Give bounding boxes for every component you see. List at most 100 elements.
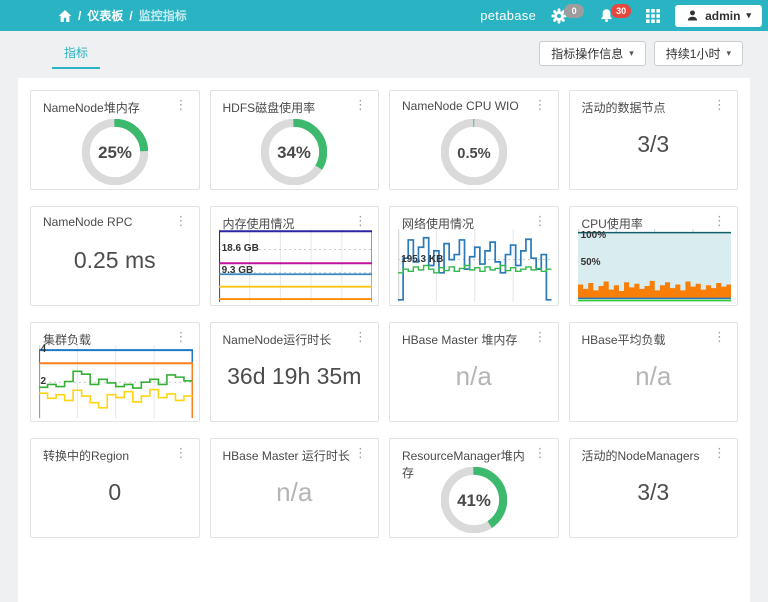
kebab-menu-icon[interactable] xyxy=(351,447,370,458)
card-title: NameNode运行时长 xyxy=(222,333,332,347)
kebab-menu-icon[interactable] xyxy=(531,99,550,110)
kebab-menu-icon[interactable] xyxy=(531,447,550,458)
card-title: HBase Master 运行时长 xyxy=(222,449,350,463)
card-body: 3/3 xyxy=(570,459,738,537)
metric-card: NameNode运行时长 36d 19h 35m xyxy=(209,322,379,422)
card-title: 活动的NodeManagers xyxy=(581,449,700,463)
metric-card: HBase Master 堆内存 n/a xyxy=(389,322,559,422)
kebab-menu-icon[interactable] xyxy=(531,331,550,342)
metric-card: NameNode RPC 0.25 ms xyxy=(30,206,200,306)
brand-name: petabase xyxy=(480,8,537,23)
metric-card: 活动的数据节点 3/3 xyxy=(568,90,738,190)
tab-metrics[interactable]: 指标 xyxy=(52,41,101,69)
metric-card: 转换中的Region 0 xyxy=(30,438,200,538)
chevron-down-icon xyxy=(746,10,751,21)
donut-gauge: 25% xyxy=(81,119,148,185)
bell-icon[interactable] xyxy=(599,8,614,23)
metric-value: n/a xyxy=(635,360,672,391)
card-body: 34% xyxy=(211,111,379,189)
user-icon xyxy=(686,9,699,22)
donut-gauge: 0.5% xyxy=(440,119,507,185)
breadcrumb-item-dashboard[interactable]: 仪表板 xyxy=(87,9,124,23)
chart-value-label: 100% xyxy=(580,229,607,241)
card-title: NameNode RPC xyxy=(43,215,133,229)
metric-card: 活动的NodeManagers 3/3 xyxy=(568,438,738,538)
card-body: n/a xyxy=(211,459,379,537)
metric-card: NameNode堆内存 25% xyxy=(30,90,200,190)
kebab-menu-icon[interactable] xyxy=(172,99,191,110)
card-body: 25% xyxy=(31,111,199,189)
kebab-menu-icon[interactable] xyxy=(351,215,370,226)
card-body: 0.5% xyxy=(390,111,558,189)
metrics-panel: NameNode堆内存 25% HDFS磁盘使用率 34% NameNode C… xyxy=(18,78,750,602)
user-menu-button[interactable]: admin xyxy=(675,4,762,27)
metric-value: 3/3 xyxy=(637,478,670,505)
metric-actions-label: 指标操作信息 xyxy=(551,47,624,61)
kebab-menu-icon[interactable] xyxy=(710,331,729,342)
card-body: 0.25 ms xyxy=(31,227,199,305)
mini-chart: 100% 50% xyxy=(577,229,731,302)
metric-card: 网络使用情况 195.3 KB xyxy=(389,206,559,306)
kebab-menu-icon[interactable] xyxy=(172,215,191,226)
metric-card: NameNode CPU WIO 0.5% xyxy=(389,90,559,190)
kebab-menu-icon[interactable] xyxy=(172,447,191,458)
breadcrumb-separator: / xyxy=(129,8,133,23)
chart-value-label: 50% xyxy=(580,257,601,269)
settings-count-badge: 0 xyxy=(564,3,585,18)
card-body: 36d 19h 35m xyxy=(211,343,379,421)
mini-chart: 195.3 KB xyxy=(398,229,552,302)
card-title: HBase Master 堆内存 xyxy=(402,333,518,347)
breadcrumb-separator: / xyxy=(78,8,82,23)
metric-card: 集群负载 42 xyxy=(30,322,200,422)
card-title: 集群负载 xyxy=(43,333,92,347)
card-body: 195.3 KB xyxy=(390,227,558,305)
card-title: NameNode堆内存 xyxy=(43,101,140,115)
metric-value: 36d 19h 35m xyxy=(227,362,362,389)
chart-value-label: 9.3 GB xyxy=(221,264,254,276)
breadcrumb-item-current: 监控指标 xyxy=(138,9,187,23)
metric-value: n/a xyxy=(455,360,492,391)
chart-value-label: 2 xyxy=(40,376,47,388)
card-grid: NameNode堆内存 25% HDFS磁盘使用率 34% NameNode C… xyxy=(30,90,738,538)
kebab-menu-icon[interactable] xyxy=(351,331,370,342)
breadcrumb: / 仪表板 / 监控指标 xyxy=(58,7,187,24)
user-name: admin xyxy=(705,8,741,23)
card-title: 转换中的Region xyxy=(43,449,130,463)
donut-gauge: 41% xyxy=(440,467,507,533)
chevron-down-icon xyxy=(629,48,634,59)
card-title: HDFS磁盘使用率 xyxy=(222,101,316,115)
settings-group[interactable]: 0 xyxy=(551,3,585,24)
card-body: 41% xyxy=(390,459,558,537)
gear-icon[interactable] xyxy=(551,7,567,24)
svg-text:25%: 25% xyxy=(98,143,132,162)
card-body: 100% 50% xyxy=(570,227,738,305)
chart-value-label: 4 xyxy=(40,344,47,356)
kebab-menu-icon[interactable] xyxy=(710,215,729,226)
kebab-menu-icon[interactable] xyxy=(531,215,550,226)
card-title: NameNode CPU WIO xyxy=(402,99,519,113)
card-title: HBase平均负载 xyxy=(581,333,666,347)
metric-actions-dropdown[interactable]: 指标操作信息 xyxy=(539,41,646,66)
card-title: ResourceManager堆内存 xyxy=(402,449,525,480)
card-body: 0 xyxy=(31,459,199,537)
apps-grid-icon[interactable] xyxy=(646,8,661,23)
notifications-group[interactable]: 30 xyxy=(599,4,632,23)
kebab-menu-icon[interactable] xyxy=(172,331,191,342)
metric-card: HDFS磁盘使用率 34% xyxy=(209,90,379,190)
duration-dropdown[interactable]: 持续1小时 xyxy=(653,41,743,66)
metric-value: n/a xyxy=(276,476,313,507)
duration-label: 持续1小时 xyxy=(665,47,721,61)
kebab-menu-icon[interactable] xyxy=(710,99,729,110)
card-title: 内存使用情况 xyxy=(222,217,295,231)
chart-value-label: 18.6 GB xyxy=(221,242,259,254)
kebab-menu-icon[interactable] xyxy=(710,447,729,458)
card-title: 活动的数据节点 xyxy=(581,101,666,115)
card-body: n/a xyxy=(570,343,738,421)
kebab-menu-icon[interactable] xyxy=(351,99,370,110)
home-icon[interactable] xyxy=(58,9,72,23)
metric-card: HBase平均负载 n/a xyxy=(568,322,738,422)
svg-text:34%: 34% xyxy=(277,143,311,162)
svg-text:0.5%: 0.5% xyxy=(457,146,490,162)
card-title: CPU使用率 xyxy=(581,217,643,231)
